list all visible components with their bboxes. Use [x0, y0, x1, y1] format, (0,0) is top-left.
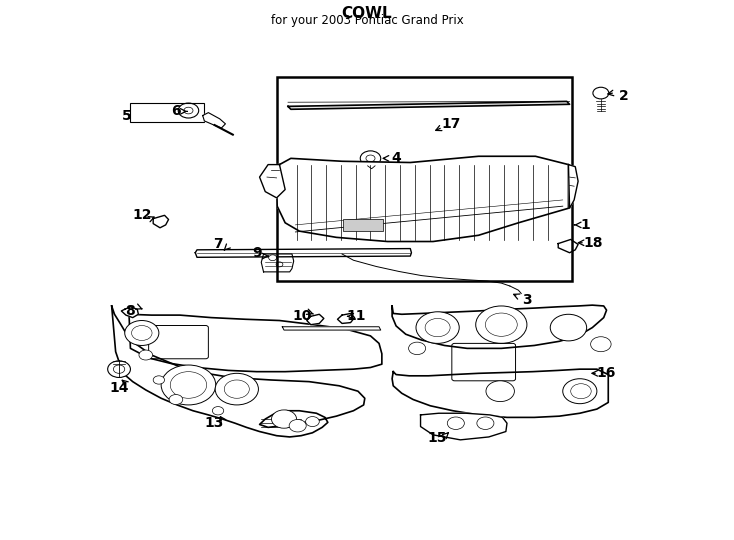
Text: 8: 8 [126, 304, 135, 318]
Text: 17: 17 [442, 117, 461, 131]
Text: 15: 15 [428, 431, 447, 445]
Circle shape [125, 321, 159, 346]
Text: 16: 16 [597, 366, 617, 380]
Circle shape [550, 314, 586, 341]
Text: 3: 3 [522, 293, 531, 307]
Text: 4: 4 [391, 151, 401, 165]
Text: 2: 2 [619, 89, 628, 103]
Circle shape [289, 420, 306, 432]
Polygon shape [558, 239, 578, 253]
Circle shape [477, 417, 494, 429]
Bar [131, 103, 204, 122]
Circle shape [276, 262, 283, 267]
Polygon shape [392, 305, 606, 348]
Circle shape [170, 372, 207, 399]
Text: 6: 6 [171, 104, 181, 118]
Circle shape [139, 350, 153, 360]
Text: 1: 1 [581, 218, 590, 232]
Polygon shape [338, 313, 355, 323]
Text: 10: 10 [293, 309, 312, 323]
Circle shape [131, 326, 152, 341]
Text: 9: 9 [252, 246, 261, 260]
Circle shape [571, 384, 591, 399]
Circle shape [269, 255, 277, 261]
Text: 13: 13 [204, 416, 224, 430]
Polygon shape [203, 113, 225, 128]
Text: 12: 12 [132, 208, 151, 222]
Polygon shape [260, 165, 285, 198]
Circle shape [447, 417, 465, 429]
Circle shape [425, 319, 450, 337]
Circle shape [591, 337, 611, 352]
Polygon shape [277, 156, 568, 241]
Text: COWL: COWL [342, 6, 392, 22]
Text: 7: 7 [213, 238, 223, 252]
Polygon shape [195, 248, 412, 258]
Circle shape [360, 151, 381, 166]
Circle shape [272, 410, 297, 428]
Polygon shape [153, 215, 169, 228]
Bar [344, 219, 383, 231]
Polygon shape [421, 413, 507, 440]
Circle shape [184, 107, 193, 114]
Circle shape [476, 306, 527, 343]
Circle shape [416, 312, 459, 343]
Circle shape [485, 313, 517, 336]
Polygon shape [112, 306, 365, 437]
Text: 5: 5 [122, 109, 132, 123]
Polygon shape [392, 369, 608, 417]
Circle shape [305, 416, 319, 427]
Polygon shape [121, 307, 139, 318]
Text: 18: 18 [584, 236, 603, 250]
Circle shape [161, 365, 216, 405]
Circle shape [108, 361, 131, 377]
Circle shape [169, 395, 183, 404]
Bar [277, 77, 573, 281]
Circle shape [225, 380, 250, 399]
Circle shape [178, 103, 199, 118]
Circle shape [409, 342, 426, 355]
Polygon shape [283, 327, 381, 330]
Text: 14: 14 [109, 381, 128, 395]
Circle shape [212, 407, 224, 415]
Circle shape [113, 365, 125, 373]
Circle shape [486, 381, 515, 402]
Circle shape [366, 155, 375, 161]
Circle shape [215, 373, 258, 405]
Polygon shape [261, 254, 294, 272]
Circle shape [153, 376, 164, 384]
Polygon shape [568, 165, 578, 208]
Polygon shape [128, 307, 382, 372]
Circle shape [593, 87, 608, 99]
Polygon shape [288, 102, 570, 109]
Text: 11: 11 [346, 309, 366, 323]
Circle shape [563, 379, 597, 404]
Text: for your 2003 Pontiac Grand Prix: for your 2003 Pontiac Grand Prix [271, 14, 463, 27]
Polygon shape [307, 314, 324, 325]
